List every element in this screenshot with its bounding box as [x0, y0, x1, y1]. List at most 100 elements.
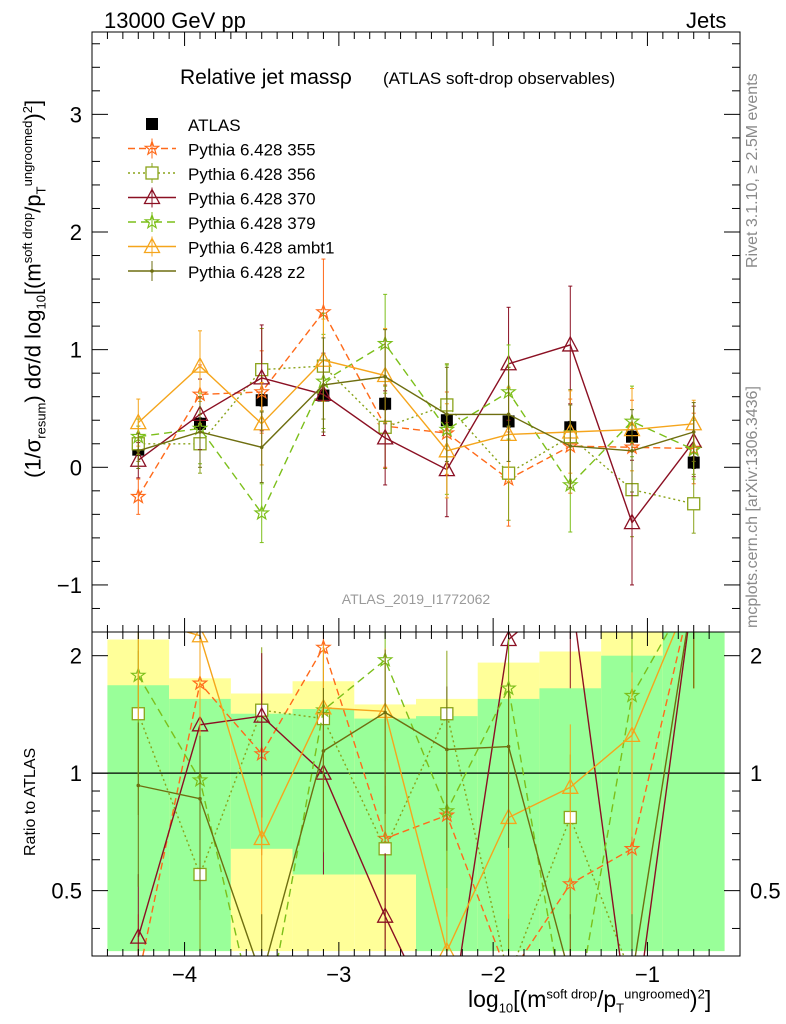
series-pythia-6-428-379 — [129, 293, 703, 544]
main-plot-series — [129, 258, 703, 586]
data-point — [506, 412, 511, 417]
series-pythia-6-428-356 — [131, 312, 701, 538]
main-y-tick-label: 0 — [70, 455, 82, 480]
ratio-point — [253, 706, 271, 723]
ratio-point — [561, 777, 579, 794]
ratio-series-clipped — [92, 632, 740, 956]
legend-label: ATLAS — [188, 116, 241, 135]
main-y-tick-label: 3 — [70, 102, 82, 127]
main-plot-frame: −1 0 1 2 3 — [57, 31, 741, 633]
x-tick-label: −2 — [481, 962, 506, 987]
data-point — [568, 444, 573, 448]
legend-label: Pythia 6.428 356 — [188, 165, 316, 184]
ratio-point — [506, 744, 511, 749]
legend: ATLAS Pythia 6.428 355 Pythia 6.428 356 Pyt… — [128, 116, 334, 282]
data-point — [198, 430, 202, 434]
header-right: Jets — [686, 8, 727, 33]
legend-entry: ATLAS — [146, 116, 241, 135]
legend-entry: Pythia 6.428 370 — [128, 187, 316, 209]
rivet-label: Rivet 3.1.10, ≥ 2.5M events — [744, 73, 761, 268]
ratio-point — [129, 927, 147, 944]
series-line — [137, 359, 694, 452]
series-line — [138, 342, 694, 515]
series-line — [137, 310, 694, 498]
ratio-point — [623, 725, 641, 742]
legend-marker — [146, 118, 158, 130]
data-point — [321, 383, 326, 387]
ratio-y-tick-label: 2 — [70, 644, 82, 669]
data-point — [376, 428, 394, 445]
plot-titles: Relative jet massρ (ATLAS soft-drop obser… — [180, 66, 615, 607]
legend-entry: Pythia 6.428 379 — [128, 212, 316, 233]
legend-marker — [145, 166, 159, 180]
data-point — [623, 513, 641, 530]
data-point — [129, 487, 147, 504]
series-pythia-6-428-z2 — [136, 329, 696, 493]
ratio-point — [445, 747, 449, 752]
series-pythia-6-428-355 — [129, 258, 703, 527]
analysis-label: ATLAS_2019_I1772062 — [342, 591, 491, 607]
x-tick-label: −4 — [172, 962, 197, 987]
legend-marker — [143, 213, 161, 230]
legend-entry: Pythia 6.428 356 — [128, 163, 316, 184]
data-point — [191, 356, 209, 373]
ratio-y-axis-title: Ratio to ATLAS — [22, 747, 39, 856]
ratio-point — [191, 632, 209, 643]
legend-label: Pythia 6.428 ambt1 — [188, 239, 334, 258]
data-point — [136, 449, 141, 453]
x-axis-title: log10[(msoft drop/pTungroomed)2] — [468, 986, 712, 1016]
data-point — [630, 449, 634, 453]
ratio-point — [136, 783, 141, 788]
main-y-axis-title: (1/σresum) dσ/d log10[(msoft drop/pTungr… — [20, 99, 49, 478]
ratio-point — [321, 749, 326, 753]
ratio-line — [184, 632, 676, 954]
data-point — [561, 335, 579, 352]
ratio-plot-series — [92, 632, 740, 956]
ratio-y-tick-label-right: 0.5 — [750, 879, 781, 904]
data-point — [691, 430, 696, 434]
main-y-tick-label: 1 — [70, 338, 82, 363]
legend-marker — [143, 139, 161, 156]
ratio-y-tick-label: 0.5 — [51, 879, 82, 904]
ratio-y-tick-label: 1 — [70, 761, 82, 786]
legend-label: Pythia 6.428 z2 — [188, 263, 305, 282]
ratio-pythia-6-428-z2 — [136, 632, 695, 956]
legend-entry: Pythia 6.428 355 — [128, 138, 316, 160]
ratio-line — [137, 632, 689, 956]
ratio-point — [439, 941, 455, 956]
ratio-y-tick-label-right: 1 — [750, 761, 762, 786]
mcplots-label: mcplots.cern.ch [arXiv:1306.3436] — [744, 386, 761, 628]
legend-entry: Pythia 6.428 ambt1 — [128, 236, 334, 258]
x-tick-label: −1 — [635, 962, 660, 987]
ratio-point — [383, 710, 387, 715]
data-point — [129, 413, 147, 430]
data-point — [253, 504, 271, 521]
ratio-point — [198, 796, 202, 801]
ratio-line — [142, 632, 684, 956]
legend-marker — [143, 237, 161, 254]
legend-entry: Pythia 6.428 z2 — [128, 261, 305, 282]
legend-marker — [143, 188, 161, 205]
ratio-point — [623, 839, 641, 856]
legend-marker — [150, 269, 154, 273]
ratio-line — [137, 632, 669, 956]
chart-subtitle: (ATLAS soft-drop observables) — [383, 69, 615, 88]
ratio-point — [378, 842, 392, 856]
legend-label: Pythia 6.428 370 — [188, 190, 316, 209]
data-point — [445, 412, 449, 417]
main-y-tick-label: −1 — [57, 573, 82, 598]
header-left: 13000 GeV pp — [104, 8, 246, 33]
legend-label: Pythia 6.428 355 — [188, 141, 316, 160]
legend-label: Pythia 6.428 379 — [188, 214, 316, 233]
series-line — [138, 375, 694, 452]
ratio-point — [376, 906, 394, 923]
x-tick-label: −3 — [326, 962, 351, 987]
data-point — [259, 445, 264, 450]
series-line — [137, 344, 695, 525]
main-y-tick-label: 2 — [70, 220, 82, 245]
data-point — [687, 497, 701, 511]
ratio-y-tick-label-right: 2 — [750, 644, 762, 669]
chart-title: Relative jet massρ — [180, 66, 352, 89]
data-point — [383, 374, 387, 379]
